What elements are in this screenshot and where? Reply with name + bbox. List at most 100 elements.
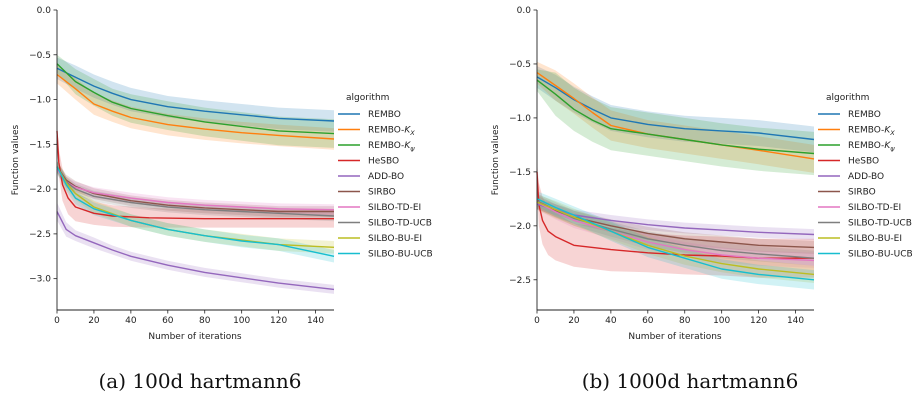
confidence-band <box>537 193 814 266</box>
confidence-band <box>537 61 814 173</box>
caption-b: (b) 1000d hartmann6 <box>582 369 799 393</box>
legend-entry: REMBO-Kψ <box>848 141 895 153</box>
y-tick-label: −1.5 <box>509 168 531 178</box>
x-tick-label: 100 <box>713 316 730 326</box>
legend-b: algorithm REMBO REMBO-KX REMBO-Kψ HeSBO ADD-… <box>818 93 913 260</box>
y-axis-label-a: Function values <box>11 124 21 195</box>
series-line <box>56 73 335 140</box>
x-tick-label: 40 <box>605 316 617 326</box>
y-tick-label: −3.0 <box>29 275 51 285</box>
series-line <box>56 166 335 257</box>
x-tick-label: 140 <box>307 316 324 326</box>
legend-a: algorithm REMBO REMBO-KX REMBO-Kψ HeSBO ADD-… <box>338 93 433 260</box>
y-ticks-a: 0.0 −0.5 −1.0 −1.5 −2.0 −2.5 −3.0 <box>29 6 57 285</box>
series-line <box>56 168 335 211</box>
x-tick-label: 80 <box>679 316 691 326</box>
x-tick-label: 100 <box>233 316 250 326</box>
series-line <box>56 166 334 213</box>
x-tick-label: 120 <box>270 316 287 326</box>
caption-a: (a) 100d hartmann6 <box>99 369 302 393</box>
y-axis-label-b: Function values <box>491 124 501 195</box>
x-tick-label: 0 <box>54 316 60 326</box>
y-tick-label: −2.5 <box>509 276 531 286</box>
legend-entry: SILBO-BU-EI <box>848 234 902 244</box>
series-line <box>536 171 814 259</box>
legend-entry: SILBO-TD-EI <box>368 203 421 213</box>
confidence-band <box>57 160 334 263</box>
plot-area-a <box>57 10 334 310</box>
series-line <box>536 201 815 276</box>
confidence-band <box>57 202 334 294</box>
confidence-band <box>57 57 334 132</box>
legend-title-a: algorithm <box>346 93 389 103</box>
legend-entry: REMBO <box>368 110 401 120</box>
legend-entry: SILBO-BU-EI <box>368 234 422 244</box>
x-ticks-a: 0 20 40 60 80 100 120 140 <box>54 310 324 326</box>
confidence-band <box>537 198 814 240</box>
legend-entry: SIRBO <box>368 188 396 198</box>
legend-entry: REMBO-KX <box>368 126 415 138</box>
y-tick-label: −0.5 <box>509 60 531 70</box>
y-tick-label: −2.0 <box>509 222 531 232</box>
legend-entry: SILBO-TD-EI <box>848 203 901 213</box>
y-tick-label: −0.5 <box>29 51 51 61</box>
x-tick-label: 20 <box>568 316 580 326</box>
confidence-band <box>537 194 814 268</box>
legend-entry: SILBO-TD-UCB <box>368 219 432 229</box>
y-tick-label: −1.0 <box>29 96 51 106</box>
x-tick-label: 80 <box>199 316 211 326</box>
series-lines-a <box>56 63 335 291</box>
legend-entry: ADD-BO <box>848 172 884 182</box>
legend-entry: ADD-BO <box>368 172 404 182</box>
series-line <box>56 63 335 135</box>
y-tick-label: 0.0 <box>517 6 532 16</box>
confidence-band <box>57 161 334 222</box>
confidence-band <box>537 194 814 283</box>
series-line <box>536 76 815 141</box>
confidence-band <box>57 161 334 217</box>
series-line <box>536 201 815 262</box>
confidence-band <box>57 54 334 148</box>
x-tick-label: 40 <box>125 316 137 326</box>
series-lines-b <box>536 72 815 281</box>
chart-panel-a: 0 20 40 60 80 100 120 140 0.0 −0.5 −1.0 −1.5 −2.0 −2… <box>11 6 433 393</box>
chart-panel-b: 0 20 40 60 80 100 120 140 0.0 −0.5 −1.0 −1.5 −2.0 −2… <box>491 6 913 393</box>
y-tick-label: −2.5 <box>29 230 51 240</box>
confidence-band <box>537 195 814 254</box>
x-axis-label-a: Number of iterations <box>148 332 242 342</box>
y-tick-label: 0.0 <box>37 6 52 16</box>
legend-entry: SILBO-BU-UCB <box>368 250 433 260</box>
confidence-band <box>57 160 334 254</box>
series-line <box>56 211 335 291</box>
x-tick-label: 60 <box>642 316 654 326</box>
y-tick-label: −1.0 <box>509 114 531 124</box>
series-line <box>536 79 815 155</box>
legend-entry: SILBO-TD-UCB <box>848 219 912 229</box>
plot-area-b <box>537 10 814 310</box>
x-tick-label: 20 <box>88 316 100 326</box>
series-line <box>56 166 335 217</box>
confidence-band <box>537 66 814 153</box>
x-tick-label: 140 <box>787 316 804 326</box>
x-tick-label: 120 <box>750 316 767 326</box>
legend-title-b: algorithm <box>826 93 869 103</box>
series-line <box>536 198 815 281</box>
y-ticks-b: 0.0 −0.5 −1.0 −1.5 −2.0 −2.5 <box>509 6 537 286</box>
legend-entry: REMBO <box>848 110 881 120</box>
y-tick-label: −1.5 <box>29 140 51 150</box>
y-tick-label: −2.0 <box>29 185 51 195</box>
legend-entry: REMBO-Kψ <box>368 141 415 153</box>
legend-entry: REMBO-KX <box>848 126 895 138</box>
x-ticks-b: 0 20 40 60 80 100 120 140 <box>534 310 804 326</box>
confidence-band <box>57 121 334 228</box>
x-axis-label-b: Number of iterations <box>628 332 722 342</box>
confidence-band <box>537 191 814 290</box>
series-line <box>56 67 335 122</box>
legend-entry: HeSBO <box>848 157 879 167</box>
x-tick-label: 0 <box>534 316 540 326</box>
legend-entry: SIRBO <box>848 188 876 198</box>
legend-entry: SILBO-BU-UCB <box>848 250 913 260</box>
legend-entry: HeSBO <box>368 157 399 167</box>
x-tick-label: 60 <box>162 316 174 326</box>
